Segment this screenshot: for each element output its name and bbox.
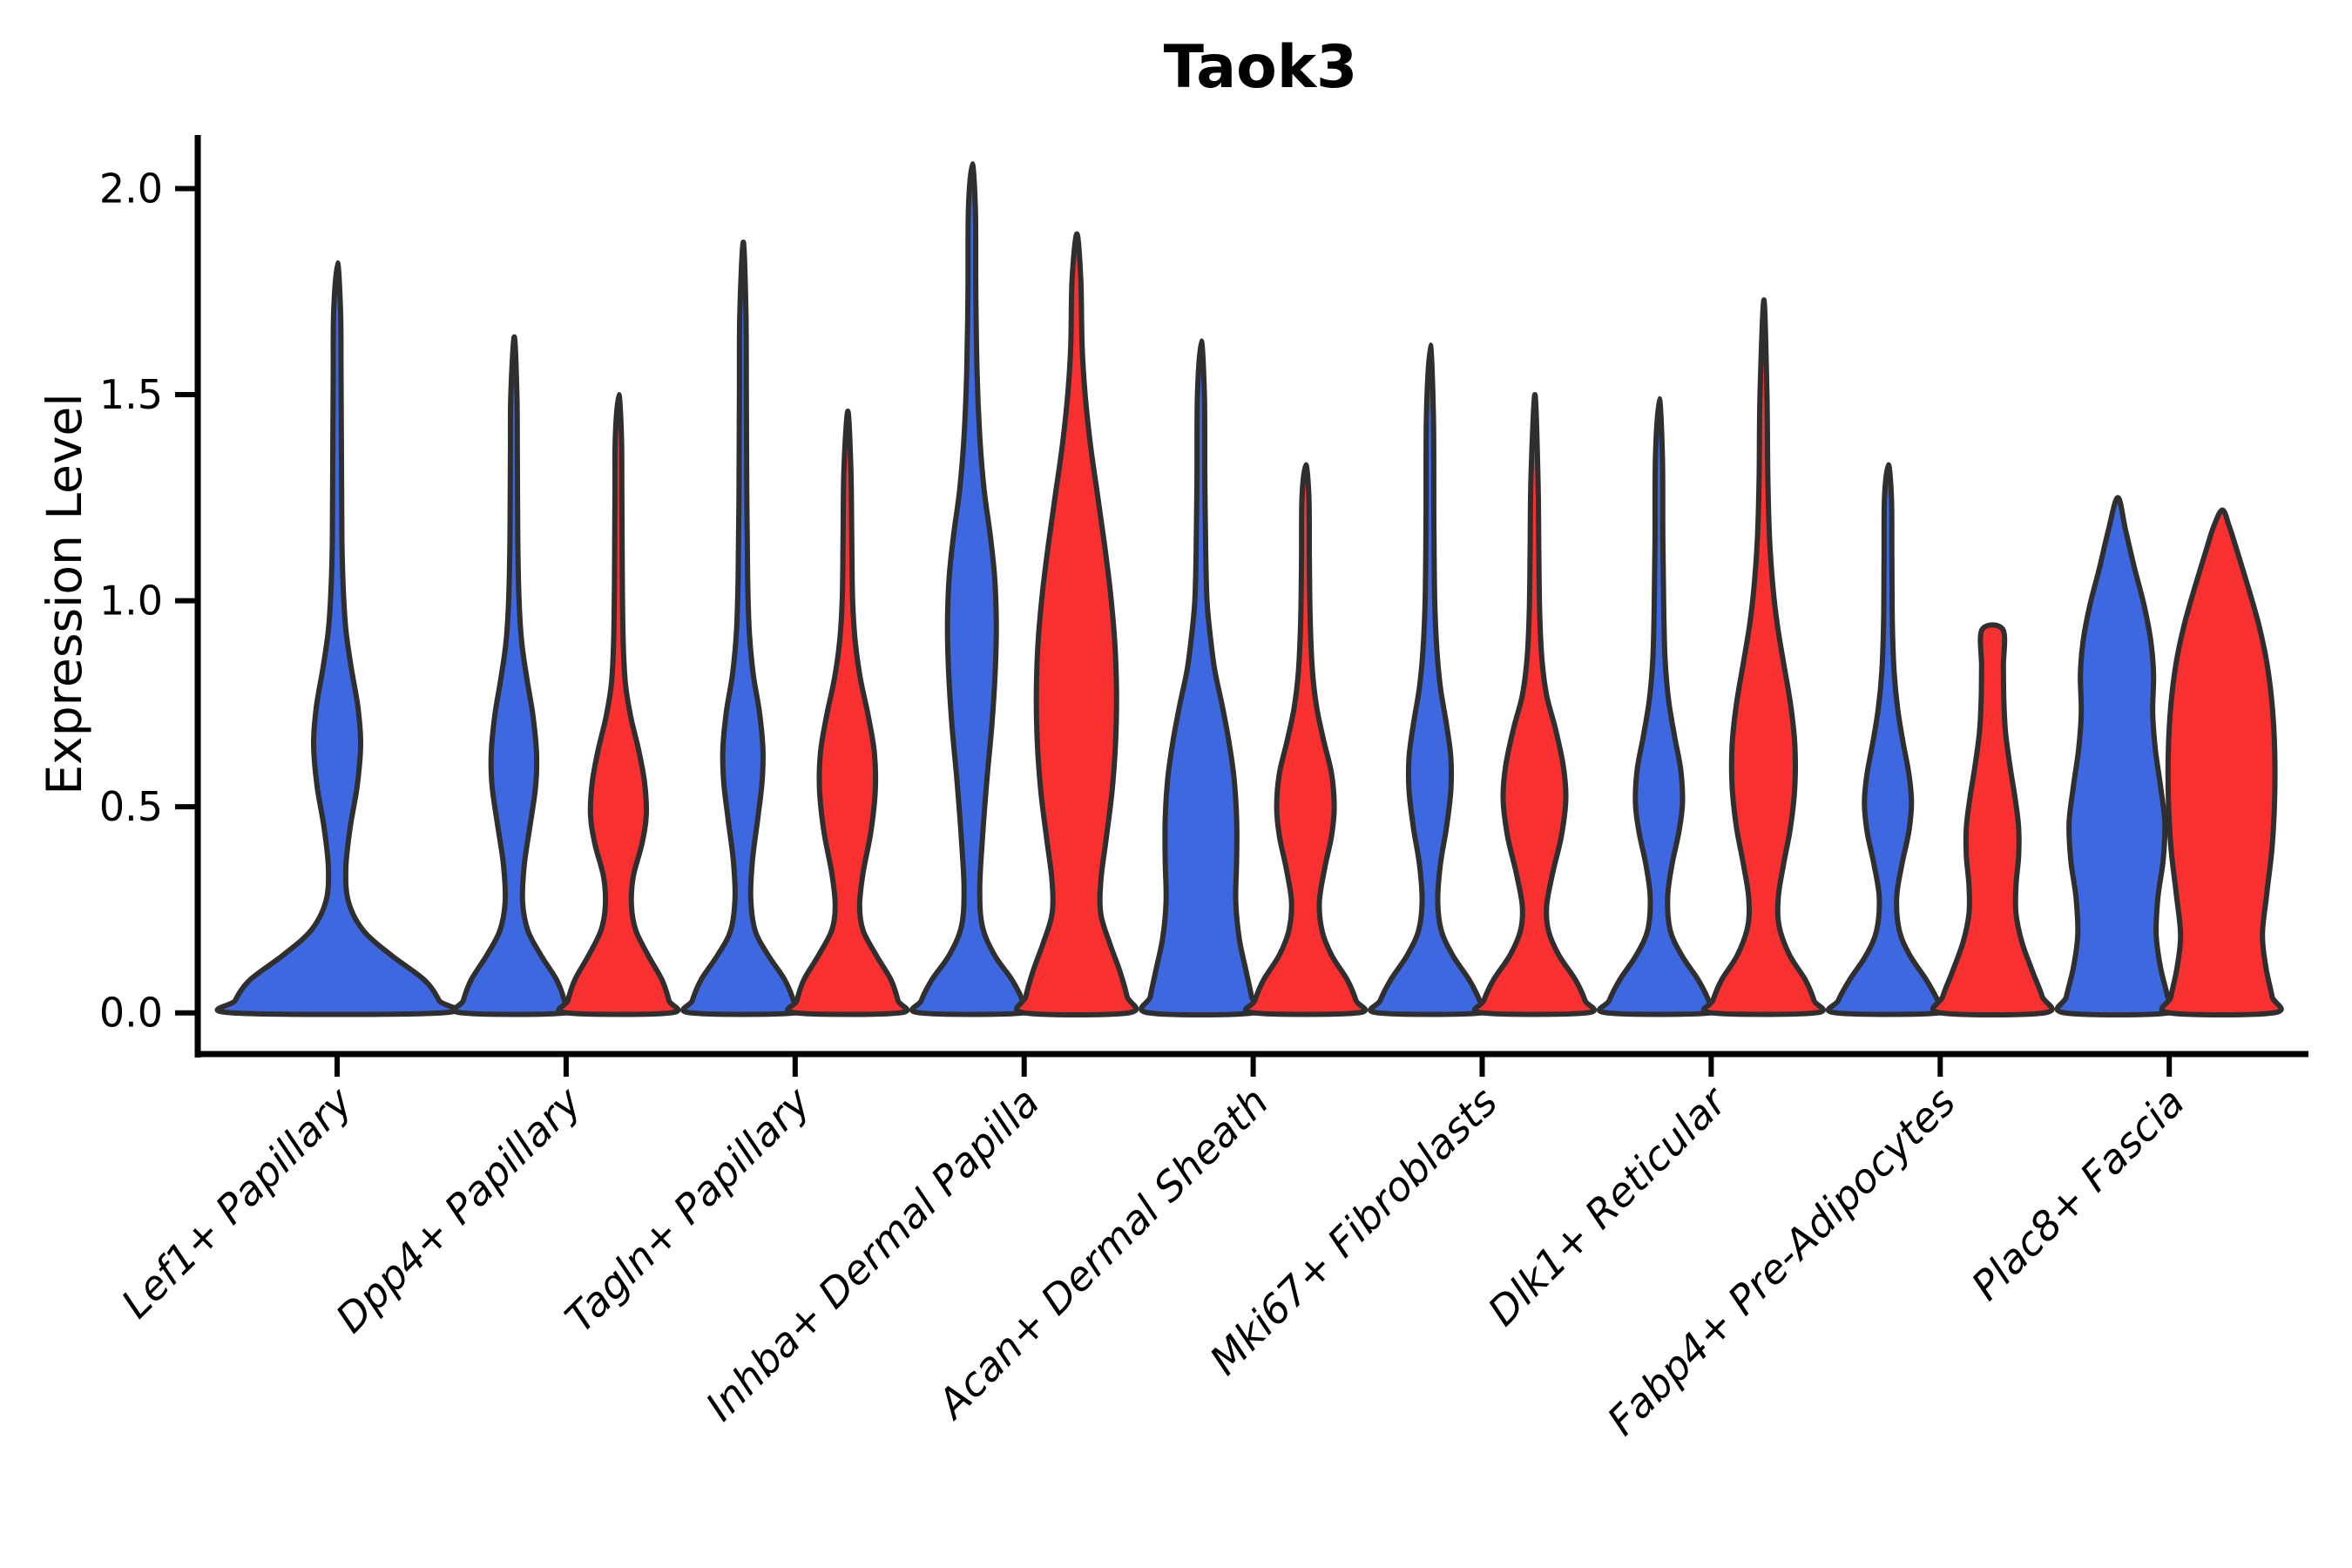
y-tick-label: 1.5	[99, 371, 163, 418]
y-tick-label: 1.0	[99, 578, 163, 625]
violin-blue-dpp4-papillary	[451, 334, 577, 1017]
violin-red-mki67-fibroblasts	[1471, 392, 1598, 1017]
violin-blue-acan-dermal-sheath	[1139, 338, 1263, 1018]
x-tick-label: Lef1+ Papillary	[112, 1078, 362, 1327]
violin-blue-lef1-papillary	[214, 260, 460, 1017]
y-tick-label: 2.0	[99, 166, 163, 213]
violin-red-acan-dermal-sheath	[1243, 462, 1369, 1017]
violin-blue-fabp4-pre-adipocytes	[1825, 462, 1950, 1017]
violin-blue-inhba-dermal-papilla	[909, 161, 1035, 1017]
violin-red-tagln-papillary	[785, 409, 910, 1017]
violin-red-fabp4-pre-adipocytes	[1930, 622, 2055, 1018]
violin-blue-dlk1-reticular	[1597, 395, 1721, 1017]
x-tick-label: Dlk1+ Reticular	[1479, 1076, 1738, 1335]
x-tick-label: Tagln+ Papillary	[556, 1078, 820, 1342]
chart-title: Taok3	[1163, 33, 1358, 102]
x-tick-label: Dpp4+ Papillary	[327, 1078, 591, 1342]
violin-red-inhba-dermal-papilla	[1014, 231, 1139, 1018]
violin-red-dlk1-reticular	[1700, 297, 1826, 1017]
x-tick-label: Plac8+ Fascia	[1963, 1078, 2193, 1309]
violin-red-plac8-fascia	[2159, 507, 2284, 1018]
violin-blue-tagln-papillary	[680, 240, 806, 1017]
violin-blue-plac8-fascia	[2054, 495, 2180, 1018]
y-tick-label: 0.5	[99, 783, 163, 830]
violin-blue-mki67-fibroblasts	[1368, 342, 1492, 1017]
violin-red-dpp4-papillary	[556, 392, 681, 1017]
y-tick-label: 0.0	[99, 990, 163, 1037]
